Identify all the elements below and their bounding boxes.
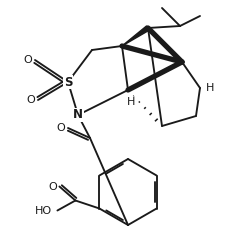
Polygon shape	[122, 26, 149, 46]
Text: H: H	[127, 97, 135, 107]
Text: HO: HO	[35, 206, 52, 216]
Text: O: O	[27, 95, 35, 105]
Text: H: H	[206, 83, 214, 93]
Text: O: O	[57, 123, 65, 133]
Text: N: N	[73, 108, 83, 122]
Text: O: O	[24, 55, 32, 65]
Text: O: O	[48, 182, 57, 192]
Text: S: S	[64, 76, 72, 88]
